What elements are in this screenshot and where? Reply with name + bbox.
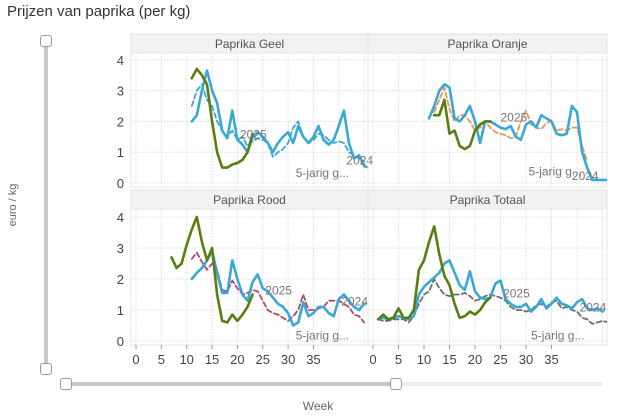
horizontal-slider-right-handle[interactable]: [390, 378, 402, 390]
horizontal-slider-left-handle[interactable]: [60, 378, 72, 390]
horizontal-slider-selected-range: [62, 382, 396, 386]
x-tick-label: 20: [230, 352, 244, 367]
y-tick-label: 3: [117, 241, 124, 256]
panel-title: Paprika Geel: [215, 37, 284, 51]
panel-title: Paprika Oranje: [447, 37, 527, 51]
x-tick-label: 30: [281, 352, 295, 367]
x-tick-label: 0: [369, 352, 376, 367]
x-axis-label: Week: [302, 399, 334, 413]
y-tick-label: 2: [117, 114, 124, 129]
panel-lines: [170, 215, 366, 327]
series-label: 2025: [240, 127, 267, 141]
series-label: 5-jarig g...: [531, 328, 584, 342]
x-tick-label: 5: [158, 352, 165, 367]
series-label: 2024: [572, 169, 599, 183]
x-tick-label: 15: [442, 352, 456, 367]
panel-lines: [190, 67, 368, 169]
y-tick-label: 4: [117, 210, 124, 225]
series-label: 2025: [503, 287, 530, 301]
y-tick-label: 0: [117, 334, 124, 349]
y-tick-label: 2: [117, 272, 124, 287]
vertical-slider-top-handle[interactable]: [40, 35, 52, 47]
series-line-5-jarig-gemiddelde: [433, 86, 589, 163]
panel-border: [367, 52, 608, 188]
x-tick-label: 35: [306, 352, 320, 367]
panel-title: Paprika Rood: [213, 193, 286, 207]
series-label: 5-jarig g...: [296, 166, 349, 180]
series-label: 2024: [341, 294, 368, 308]
page-title: Prijzen van paprika (per kg): [7, 3, 191, 20]
vertical-range-slider[interactable]: [44, 41, 48, 368]
y-tick-label: 1: [117, 145, 124, 160]
vertical-slider-bottom-handle[interactable]: [40, 363, 52, 375]
x-tick-label: 15: [205, 352, 219, 367]
series-label: 2025: [501, 110, 528, 124]
x-tick-label: 25: [256, 352, 270, 367]
panel-border: [367, 208, 608, 346]
panel-paprika-oranje: Paprika Oranje 2025 5-jarig g...2024: [367, 33, 608, 188]
series-line-2024: [427, 83, 607, 182]
x-tick-label: 0: [132, 352, 139, 367]
panel-lines: [427, 83, 607, 182]
y-tick-label: 1: [117, 303, 124, 318]
x-tick-label: 20: [468, 352, 482, 367]
x-tick-label: 35: [544, 352, 558, 367]
series-line-2024: [190, 69, 368, 169]
series-line-2025: [170, 215, 254, 324]
panel-title: Paprika Totaal: [450, 193, 526, 207]
series-label: 2025: [265, 284, 292, 298]
x-tick-label: 10: [179, 352, 193, 367]
series-line-2025: [432, 98, 492, 151]
panel-lines: [376, 225, 607, 325]
x-tick-label: 5: [395, 352, 402, 367]
series-label: 2024: [580, 301, 607, 315]
series-line-5-jarig-gemiddelde: [377, 278, 607, 325]
series-line-2024: [190, 249, 366, 327]
y-tick-label: 3: [117, 84, 124, 99]
series-label: 5-jarig g...: [296, 328, 349, 342]
x-tick-label: 10: [417, 352, 431, 367]
y-tick-label: 0: [117, 176, 124, 191]
y-tick-label: 4: [117, 53, 124, 68]
series-line-2025: [190, 67, 254, 169]
x-tick-label: 25: [493, 352, 507, 367]
series-line-2025: [376, 225, 492, 321]
x-tick-label: 30: [519, 352, 533, 367]
series-label: 5-jarig g...: [529, 164, 582, 178]
series-label: 2024: [346, 154, 373, 168]
panel-border: [130, 208, 369, 346]
